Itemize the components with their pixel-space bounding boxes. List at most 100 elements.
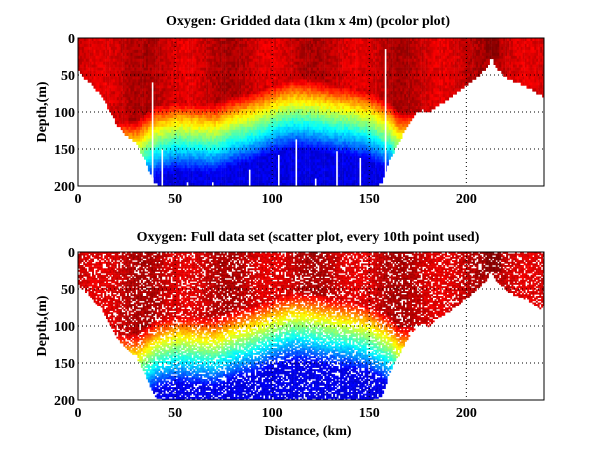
pcolor-cell: [194, 129, 197, 134]
pcolor-cell: [161, 91, 164, 95]
pcolor-cell: [248, 123, 252, 128]
pcolor-cell: [268, 73, 271, 77]
pcolor-cell: [165, 129, 168, 134]
pcolor-cell: [221, 132, 224, 136]
pcolor-cell: [229, 112, 232, 116]
pcolor-cell: [132, 58, 135, 62]
pcolor-cell: [246, 147, 250, 151]
pcolor-cell: [120, 43, 123, 48]
pcolor-cell: [241, 153, 244, 157]
pcolor-cell: [246, 115, 250, 119]
pcolor-cell: [212, 180, 215, 184]
pcolor-cell: [144, 117, 147, 122]
pcolor-cell: [142, 112, 145, 116]
pcolor-cell: [299, 97, 302, 101]
pcolor-cell: [198, 126, 201, 131]
pcolor-cell: [169, 115, 172, 119]
pcolor-cell: [116, 91, 119, 95]
pcolor-cell: [198, 79, 201, 83]
pcolor-cell: [200, 132, 203, 136]
pcolor-cell: [196, 147, 199, 151]
pcolor-cell: [206, 135, 209, 139]
pcolor-cell: [167, 144, 170, 148]
pcolor-cell: [217, 126, 220, 131]
pcolor-cell: [254, 61, 257, 65]
pcolor-cell: [173, 180, 176, 184]
pcolor-cell: [235, 123, 238, 128]
pcolor-cell: [264, 73, 267, 77]
pcolor-cell: [149, 55, 152, 60]
pcolor-cell: [128, 82, 131, 86]
pcolor-cell: [165, 106, 168, 110]
pcolor-cell: [264, 159, 267, 163]
pcolor-cell: [248, 91, 252, 95]
pcolor-cell: [142, 52, 145, 57]
pcolor-cell: [291, 73, 294, 77]
pcolor-cell: [212, 103, 215, 107]
pcolor-cell: [177, 43, 180, 48]
pcolor-cell: [293, 55, 296, 60]
pcolor-cell: [297, 52, 300, 57]
pcolor-cell: [122, 85, 125, 89]
pcolor-cell: [268, 162, 271, 166]
pcolor-cell: [134, 97, 137, 101]
pcolor-cell: [217, 85, 220, 89]
pcolor-cell: [212, 109, 215, 113]
pcolor-cell: [217, 109, 220, 113]
pcolor-cell: [126, 82, 129, 86]
pcolor-cell: [239, 67, 242, 71]
pcolor-cell: [175, 183, 178, 186]
pcolor-cell: [233, 76, 236, 80]
pcolor-cell: [287, 165, 290, 169]
pcolor-cell: [208, 129, 211, 134]
pcolor-cell: [297, 183, 300, 186]
pcolor-cell: [188, 156, 191, 160]
pcolor-cell: [272, 183, 275, 186]
pcolor-cell: [303, 159, 306, 163]
pcolor-cell: [194, 100, 197, 104]
pcolor-cell: [221, 183, 224, 186]
pcolor-cell: [239, 147, 242, 151]
pcolor-cell: [196, 70, 199, 74]
pcolor-cell: [85, 76, 88, 80]
pcolor-cell: [274, 138, 277, 142]
pcolor-cell: [159, 120, 162, 125]
pcolor-cell: [142, 115, 145, 119]
pcolor-cell: [149, 153, 152, 157]
pcolor-cell: [210, 126, 213, 131]
pcolor-cell: [223, 180, 226, 184]
pcolor-cell: [184, 88, 187, 92]
pcolor-cell: [225, 168, 228, 172]
pcolor-cell: [217, 103, 220, 107]
pcolor-cell: [278, 97, 281, 101]
pcolor-cell: [190, 79, 193, 83]
pcolor-cell: [184, 73, 187, 77]
pcolor-cell: [231, 112, 234, 116]
pcolor-cell: [132, 117, 135, 122]
pcolor-cell: [184, 120, 187, 125]
pcolor-cell: [184, 103, 187, 107]
pcolor-cell: [194, 38, 197, 42]
pcolor-cell: [78, 41, 81, 45]
pcolor-cell: [151, 73, 154, 77]
pcolor-cell: [167, 55, 170, 60]
pcolor-cell: [208, 123, 211, 128]
pcolor-cell: [212, 141, 215, 145]
pcolor-cell: [89, 79, 92, 83]
pcolor-cell: [289, 88, 292, 92]
pcolor-cell: [239, 55, 242, 60]
pcolor-cell: [221, 103, 224, 107]
pcolor-cell: [179, 162, 182, 166]
pcolor-cell: [235, 91, 238, 95]
pcolor-cell: [188, 126, 191, 131]
pcolor-cell: [126, 103, 129, 107]
pcolor-cell: [165, 103, 168, 107]
pcolor-cell: [179, 38, 182, 42]
pcolor-cell: [149, 64, 152, 68]
pcolor-cell: [91, 64, 94, 68]
pcolor-cell: [136, 82, 139, 86]
pcolor-cell: [184, 97, 187, 101]
pcolor-cell: [219, 61, 222, 65]
pcolor-cell: [231, 70, 234, 74]
pcolor-cell: [245, 67, 248, 71]
